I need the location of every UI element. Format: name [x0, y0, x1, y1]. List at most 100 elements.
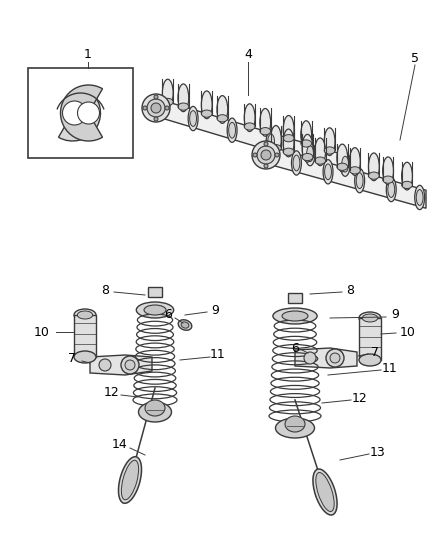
- Ellipse shape: [181, 322, 189, 328]
- Ellipse shape: [229, 123, 236, 138]
- Ellipse shape: [313, 469, 337, 515]
- Text: 12: 12: [352, 392, 368, 405]
- Ellipse shape: [337, 163, 348, 171]
- Ellipse shape: [271, 126, 281, 154]
- Ellipse shape: [323, 160, 333, 184]
- Ellipse shape: [244, 123, 255, 130]
- Ellipse shape: [350, 167, 360, 174]
- Circle shape: [330, 353, 340, 363]
- Polygon shape: [90, 355, 152, 375]
- Ellipse shape: [355, 168, 364, 193]
- Ellipse shape: [301, 121, 311, 149]
- Ellipse shape: [151, 103, 161, 113]
- Ellipse shape: [147, 99, 165, 117]
- Text: 11: 11: [382, 361, 398, 375]
- Ellipse shape: [292, 151, 301, 175]
- Ellipse shape: [145, 400, 165, 416]
- Ellipse shape: [324, 147, 335, 154]
- Ellipse shape: [315, 138, 325, 166]
- Text: 6: 6: [164, 309, 172, 321]
- Circle shape: [154, 117, 158, 121]
- Bar: [359, 318, 381, 360]
- Ellipse shape: [244, 104, 255, 132]
- Text: 7: 7: [68, 351, 76, 365]
- Text: 12: 12: [104, 386, 120, 400]
- Ellipse shape: [337, 144, 348, 172]
- Ellipse shape: [283, 129, 294, 157]
- Ellipse shape: [383, 157, 393, 184]
- Wedge shape: [60, 85, 102, 141]
- Circle shape: [264, 142, 268, 146]
- Ellipse shape: [276, 418, 314, 438]
- Ellipse shape: [325, 164, 332, 180]
- Ellipse shape: [138, 402, 172, 422]
- Text: 9: 9: [211, 303, 219, 317]
- Ellipse shape: [260, 127, 271, 135]
- Ellipse shape: [307, 146, 314, 161]
- Ellipse shape: [416, 190, 423, 205]
- Ellipse shape: [359, 312, 381, 324]
- Bar: [74, 315, 96, 357]
- Ellipse shape: [293, 155, 300, 171]
- Ellipse shape: [359, 354, 381, 366]
- Circle shape: [99, 359, 111, 371]
- Bar: [148, 287, 162, 297]
- Text: 10: 10: [34, 326, 50, 338]
- Text: 11: 11: [210, 349, 226, 361]
- Ellipse shape: [162, 98, 173, 106]
- Ellipse shape: [386, 177, 396, 201]
- Ellipse shape: [283, 148, 294, 155]
- Circle shape: [125, 360, 135, 370]
- Ellipse shape: [155, 100, 162, 116]
- Ellipse shape: [283, 116, 294, 143]
- Text: 6: 6: [291, 342, 299, 354]
- Text: 8: 8: [101, 284, 109, 296]
- Text: 8: 8: [346, 284, 354, 296]
- Ellipse shape: [260, 109, 271, 136]
- Text: 4: 4: [244, 49, 252, 61]
- Ellipse shape: [227, 118, 237, 142]
- Ellipse shape: [217, 95, 228, 123]
- Circle shape: [253, 153, 257, 157]
- Ellipse shape: [340, 152, 350, 176]
- Ellipse shape: [188, 107, 198, 131]
- Ellipse shape: [324, 128, 335, 156]
- Ellipse shape: [402, 162, 413, 190]
- Ellipse shape: [302, 154, 313, 160]
- Ellipse shape: [77, 311, 93, 319]
- Text: 7: 7: [371, 345, 379, 359]
- Polygon shape: [295, 348, 357, 368]
- Ellipse shape: [282, 311, 308, 321]
- Ellipse shape: [316, 472, 334, 512]
- Ellipse shape: [142, 94, 170, 122]
- Ellipse shape: [368, 153, 379, 181]
- Ellipse shape: [268, 134, 275, 150]
- Polygon shape: [268, 146, 426, 208]
- Polygon shape: [158, 99, 353, 175]
- Text: 14: 14: [112, 439, 128, 451]
- Ellipse shape: [273, 308, 317, 324]
- Ellipse shape: [301, 140, 311, 147]
- Ellipse shape: [178, 103, 189, 110]
- Ellipse shape: [257, 146, 275, 164]
- Text: 5: 5: [411, 52, 419, 64]
- Ellipse shape: [402, 181, 413, 189]
- Ellipse shape: [362, 314, 378, 322]
- Ellipse shape: [74, 351, 96, 363]
- Ellipse shape: [306, 352, 314, 358]
- Ellipse shape: [415, 185, 424, 209]
- Text: 10: 10: [400, 326, 416, 338]
- Ellipse shape: [368, 172, 379, 179]
- Ellipse shape: [119, 457, 141, 503]
- Ellipse shape: [136, 302, 174, 318]
- Circle shape: [275, 153, 279, 157]
- Ellipse shape: [285, 416, 305, 432]
- Ellipse shape: [356, 173, 363, 189]
- Ellipse shape: [217, 115, 228, 122]
- Ellipse shape: [315, 157, 325, 164]
- Circle shape: [304, 352, 316, 364]
- Circle shape: [326, 349, 344, 367]
- Ellipse shape: [283, 135, 294, 142]
- Ellipse shape: [121, 460, 138, 500]
- Ellipse shape: [144, 305, 166, 315]
